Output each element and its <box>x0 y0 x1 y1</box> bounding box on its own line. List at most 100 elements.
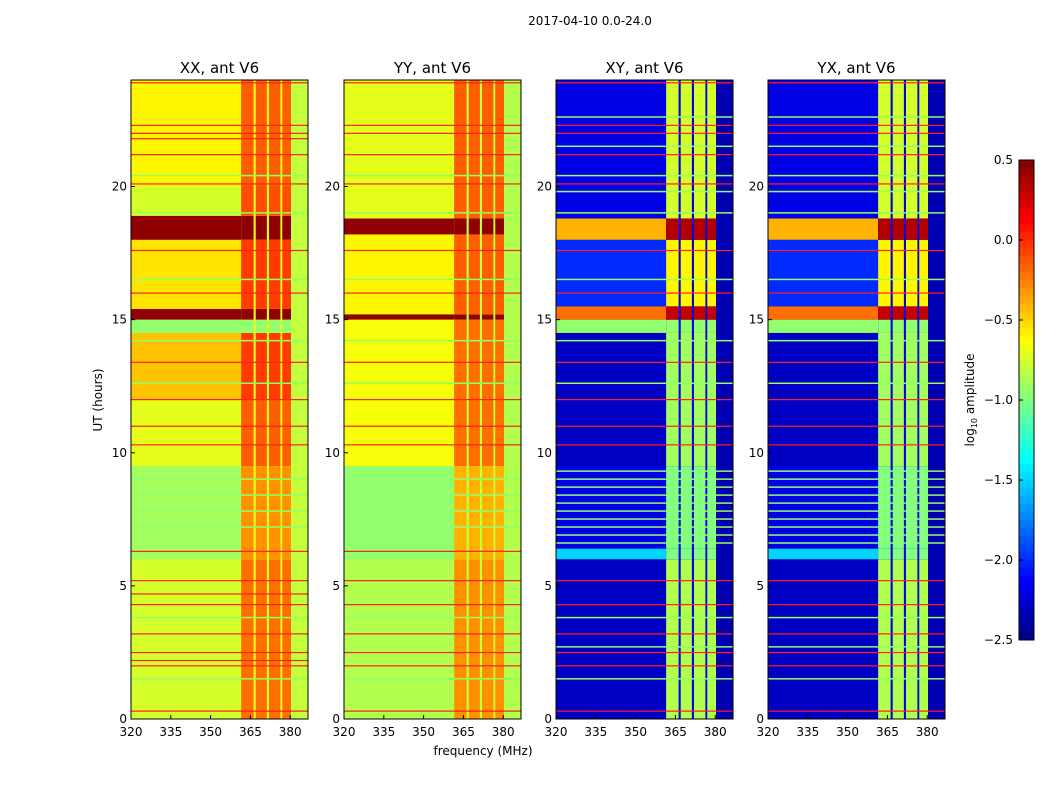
heatmap-cell <box>282 332 292 400</box>
heatmap-cell <box>291 319 308 333</box>
heatmap-line <box>768 510 945 512</box>
heatmap-cell <box>878 319 891 333</box>
colorbar-tick-label: −2.5 <box>984 633 1013 647</box>
panel-frame <box>767 79 946 720</box>
heatmap-line <box>768 382 945 385</box>
heatmap-line <box>556 616 733 619</box>
colorbar-segment <box>1019 592 1034 601</box>
heatmap-cell <box>268 332 281 400</box>
heatmap-cell <box>768 548 879 560</box>
x-tick-label: 365 <box>664 725 687 739</box>
flagged-line <box>344 580 521 582</box>
heatmap-line <box>556 494 733 496</box>
heatmap-cell <box>282 186 292 216</box>
heatmap-cell <box>131 215 242 240</box>
heatmap-cell <box>268 239 281 309</box>
heatmap-line <box>768 116 945 118</box>
x-tick-label: 335 <box>372 725 395 739</box>
heatmap-cell <box>556 218 667 240</box>
heatmap-cell <box>707 559 717 719</box>
heatmap-line <box>131 526 308 528</box>
heatmap-line <box>768 470 945 472</box>
heatmap-cell <box>768 239 879 307</box>
flagged-line <box>131 580 308 582</box>
colorbar-segment <box>1019 264 1034 273</box>
heatmap-cell <box>255 466 267 560</box>
heatmap-cell <box>241 399 254 467</box>
colorbar-tick-label: −1.0 <box>984 393 1013 407</box>
heatmap-cell <box>255 399 267 467</box>
heatmap-cell <box>905 239 918 307</box>
heatmap-cell <box>680 218 692 240</box>
heatmap-line <box>556 518 733 520</box>
flagged-line <box>344 249 521 252</box>
heatmap-cell <box>268 186 281 216</box>
x-tick-label: 320 <box>757 725 780 739</box>
flagged-line <box>768 292 945 294</box>
y-tick-label: 20 <box>749 180 764 194</box>
heatmap-cell <box>768 559 879 719</box>
heatmap-cell <box>556 319 667 333</box>
heatmap-cell <box>716 218 733 240</box>
heatmap-cell <box>556 306 667 320</box>
heatmap-line <box>131 494 308 496</box>
heatmap-cell <box>928 239 945 307</box>
y-tick-label: 0 <box>756 712 764 726</box>
flagged-line <box>768 651 945 654</box>
heatmap-line <box>131 174 308 177</box>
heatmap-line <box>131 478 308 480</box>
flagged-line <box>131 550 308 552</box>
heatmap-line <box>344 339 521 342</box>
heatmap-line <box>556 339 733 342</box>
heatmap-cell <box>666 559 679 719</box>
figure-title: 2017-04-10 0.0-24.0 <box>528 14 652 28</box>
heatmap-cell <box>504 559 521 719</box>
heatmap-cell <box>131 239 242 309</box>
heatmap-cell <box>131 186 242 216</box>
heatmap-cell <box>928 548 945 560</box>
heatmap-line <box>344 174 521 177</box>
heatmap-cell <box>255 215 267 240</box>
heatmap-cell <box>468 466 480 560</box>
heatmap-cell <box>768 80 879 219</box>
flagged-line <box>131 665 308 667</box>
x-axis-label: frequency (MHz) <box>433 744 532 758</box>
heatmap-cell <box>282 466 292 560</box>
colorbar-segment <box>1019 376 1034 385</box>
heatmap-line <box>556 190 733 193</box>
heatmap-cell <box>504 234 521 315</box>
heatmap-cell <box>282 239 292 309</box>
colorbar-segment <box>1019 248 1034 257</box>
heatmap-cell <box>454 234 467 315</box>
heatmap-line <box>556 478 733 480</box>
flagged-line <box>556 399 733 401</box>
heatmap-cell <box>693 218 706 240</box>
heatmap-cell <box>905 559 918 719</box>
flagged-line <box>556 132 733 134</box>
heatmap-cell <box>468 559 480 719</box>
heatmap-cell <box>454 559 467 719</box>
flagged-line <box>768 444 945 446</box>
heatmap-cell <box>666 548 679 560</box>
heatmap-cell <box>666 319 679 333</box>
flagged-line <box>131 132 308 134</box>
colorbar-segment <box>1019 488 1034 497</box>
x-tick-label: 350 <box>412 725 435 739</box>
flagged-line <box>131 659 308 662</box>
colorbar-segment <box>1019 584 1034 593</box>
x-tick-label: 380 <box>492 725 515 739</box>
flagged-line <box>768 604 945 606</box>
heatmap-line <box>556 526 733 528</box>
heatmap-cell <box>481 466 494 560</box>
heatmap-cell <box>666 239 679 307</box>
colorbar-segment <box>1019 296 1034 305</box>
colorbar-tick-label: −1.5 <box>984 473 1013 487</box>
heatmap-cell <box>454 319 467 467</box>
x-tick-label: 380 <box>279 725 302 739</box>
y-tick-label: 0 <box>332 712 340 726</box>
y-tick-label: 0 <box>544 712 552 726</box>
colorbar-segment <box>1019 224 1034 233</box>
heatmap-cell <box>481 218 494 235</box>
flagged-line <box>556 292 733 294</box>
